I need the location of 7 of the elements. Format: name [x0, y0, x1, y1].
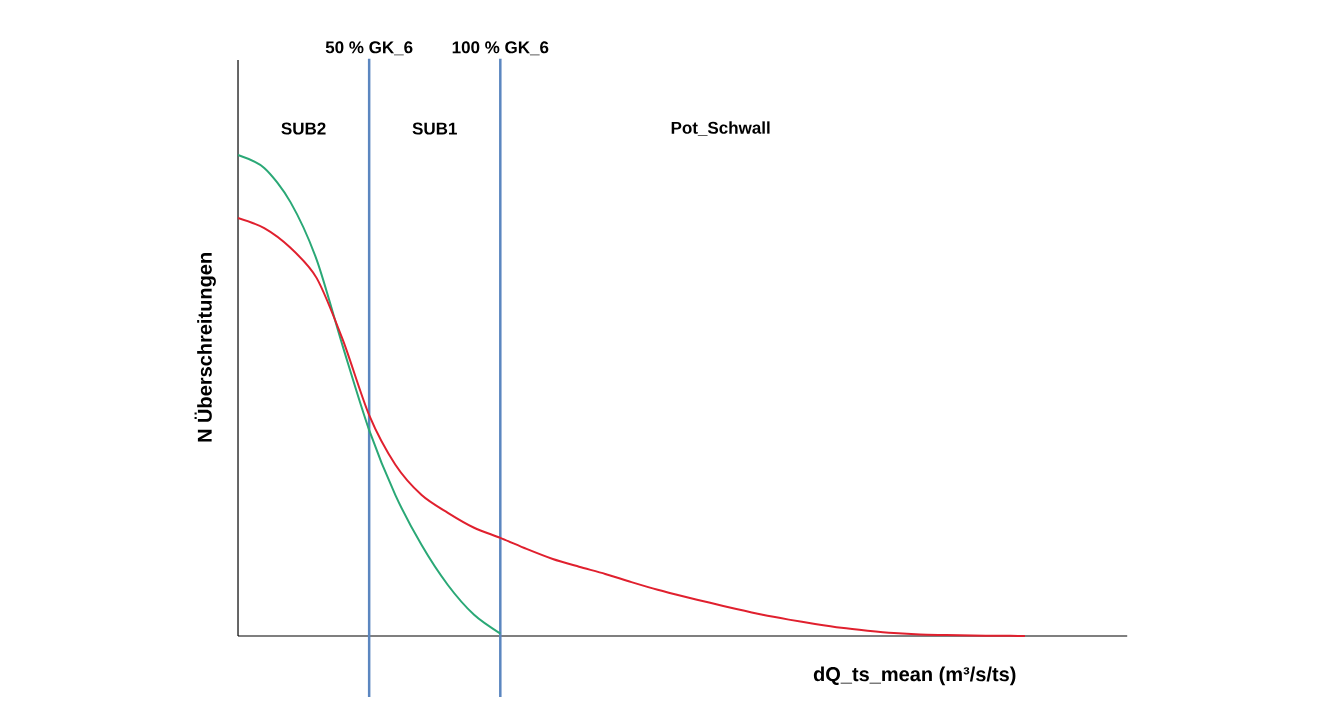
- text: Pot_Schwall: [671, 121, 770, 136]
- text: 50 % GK_6: [325, 41, 413, 56]
- text: 100 % GK_6: [452, 41, 549, 56]
- text: SUB2: [281, 122, 326, 135]
- y-axis-title: N Überschreitungen: [194, 253, 216, 442]
- x-axis-title: dQ_ts_mean (m³/s/ts): [813, 666, 1016, 686]
- text: SUB1: [412, 122, 457, 135]
